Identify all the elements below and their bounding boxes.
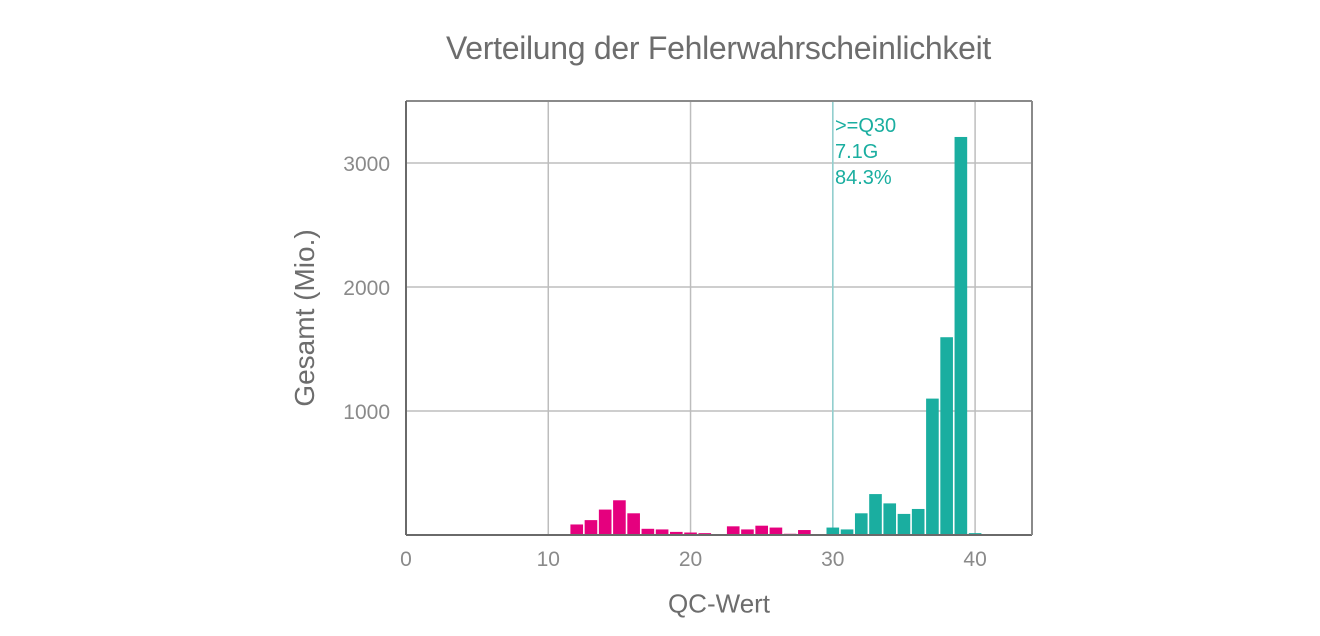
x-tick-label: 20 — [679, 548, 702, 571]
bar — [769, 527, 783, 535]
x-tick-label: 10 — [537, 548, 560, 571]
bars — [570, 136, 982, 535]
bar — [613, 500, 626, 535]
threshold-annotation-line: >=Q30 — [835, 115, 896, 137]
y-tick-label: 2000 — [343, 277, 390, 300]
grid — [406, 101, 1032, 535]
tick-labels: 0 10 20 30 40 1000 2000 3000 — [343, 153, 986, 571]
threshold-annotation-line: 84.3% — [835, 167, 892, 189]
bar — [826, 527, 840, 535]
bar — [840, 529, 854, 535]
bar — [798, 530, 811, 535]
bar — [726, 526, 740, 535]
bar — [954, 136, 968, 535]
bar — [627, 513, 640, 535]
x-tick-label: 0 — [400, 548, 412, 571]
bar — [570, 524, 584, 535]
threshold-annotation: >=Q30 7.1G 84.3% — [835, 115, 896, 189]
bar — [598, 509, 612, 535]
bar — [684, 532, 697, 535]
bar — [655, 529, 669, 535]
bar — [911, 508, 925, 535]
axes — [405, 100, 1033, 536]
bar — [897, 513, 911, 535]
bar — [883, 503, 897, 535]
threshold-annotation-line: 7.1G — [835, 141, 878, 163]
x-tick-label: 40 — [963, 548, 986, 571]
bar — [670, 531, 683, 535]
bar — [854, 513, 868, 535]
y-tick-label: 1000 — [343, 401, 390, 424]
bar — [584, 520, 598, 535]
y-tick-label: 3000 — [343, 153, 390, 176]
x-axis-label: QC-Wert — [667, 588, 771, 619]
bar — [641, 528, 655, 535]
bar — [741, 529, 754, 535]
bar — [755, 525, 768, 535]
bar — [869, 494, 882, 535]
bar — [926, 398, 939, 535]
x-tick-label: 30 — [821, 548, 844, 571]
bar — [940, 337, 953, 535]
chart-title: Verteilung der Fehlerwahrscheinlichkeit — [445, 30, 992, 66]
